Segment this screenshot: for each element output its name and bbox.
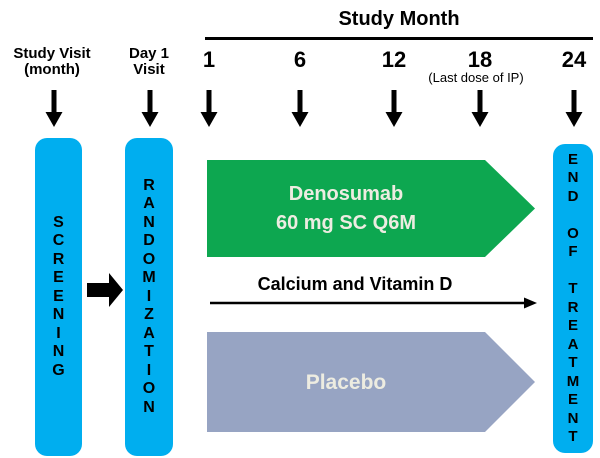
day1-visit-label: Day 1 Visit <box>128 45 170 78</box>
down-arrow-day1-visit <box>141 90 159 127</box>
denosumab-name: Denosumab <box>288 182 404 205</box>
placebo-label: Placebo <box>305 370 387 394</box>
end-of-treatment-label: E N D O F T R E A T M E N T <box>566 150 580 446</box>
month-tick-1: 1 <box>202 47 216 72</box>
study-month-axis-line <box>205 37 593 40</box>
screening-bar: S C R E E N I N G <box>35 138 82 456</box>
placebo-arm-arrow: Placebo <box>207 332 535 432</box>
screening-label: S C R E E N I N G <box>52 213 65 379</box>
denosumab-arm-text: Denosumab 60 mg SC Q6M <box>207 160 485 257</box>
study-visit-label: Study Visit (month) <box>13 45 91 78</box>
placebo-arm-text: Placebo <box>207 332 485 432</box>
month-tick-6: 6 <box>293 47 307 72</box>
down-arrow-study-visit <box>45 90 63 127</box>
month-tick-18: 18 <box>467 47 493 72</box>
down-arrow-month-18 <box>471 90 489 127</box>
down-arrow-month-24 <box>565 90 583 127</box>
randomization-label: R A N D O M I Z A T I O N <box>142 176 156 416</box>
last-dose-note: (Last dose of IP) <box>428 70 524 85</box>
down-arrow-month-1 <box>200 90 218 127</box>
down-arrow-month-12 <box>385 90 403 127</box>
down-arrow-month-6 <box>291 90 309 127</box>
end-of-treatment-bar: E N D O F T R E A T M E N T <box>553 144 593 453</box>
screening-to-randomization-arrow <box>87 273 123 307</box>
denosumab-arm-arrow: Denosumab 60 mg SC Q6M <box>207 160 535 257</box>
randomization-bar: R A N D O M I Z A T I O N <box>125 138 173 456</box>
month-tick-24: 24 <box>561 47 587 72</box>
month-tick-12: 12 <box>381 47 407 72</box>
calcium-vitamin-d-label: Calcium and Vitamin D <box>257 274 453 294</box>
calcium-vitamin-d-arrow <box>210 297 537 309</box>
denosumab-dose: 60 mg SC Q6M <box>275 211 417 234</box>
study-month-title: Study Month <box>338 8 460 30</box>
